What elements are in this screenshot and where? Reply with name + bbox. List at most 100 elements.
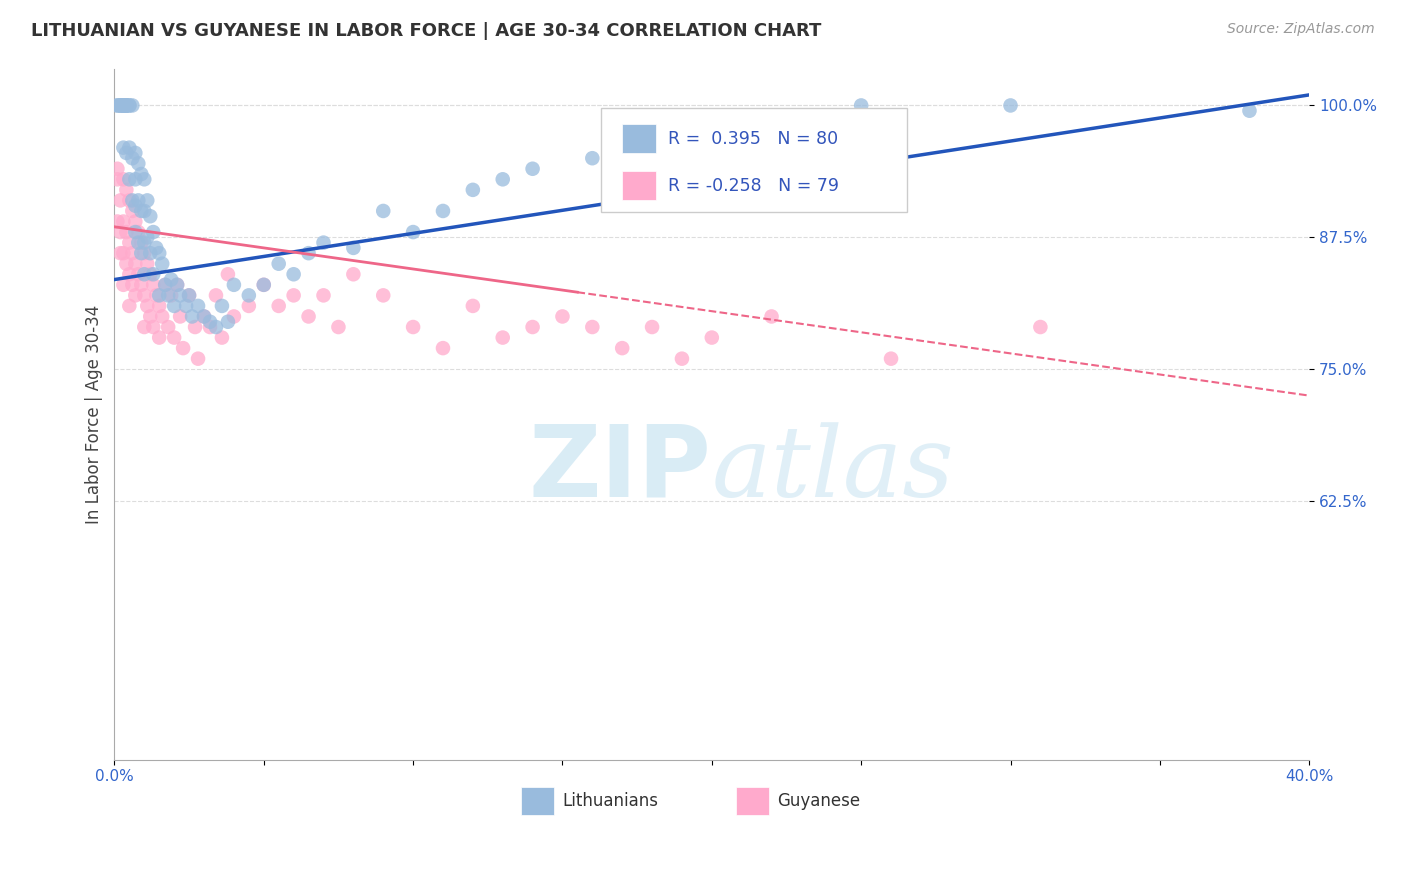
Point — [342, 267, 364, 281]
Text: ZIP: ZIP — [529, 421, 711, 518]
Point — [148, 330, 170, 344]
Point — [700, 330, 723, 344]
Point — [105, 172, 128, 186]
Point — [129, 246, 152, 260]
Point — [127, 225, 149, 239]
Point — [166, 277, 188, 292]
Point — [115, 225, 138, 239]
Point — [163, 299, 186, 313]
Point — [134, 204, 156, 219]
Point — [105, 98, 128, 112]
Point — [129, 167, 152, 181]
Point — [153, 277, 176, 292]
Point — [238, 299, 260, 313]
Point — [148, 246, 170, 260]
Point — [205, 288, 228, 302]
Point — [118, 98, 141, 112]
Point — [849, 98, 872, 112]
Point — [1029, 320, 1052, 334]
Point — [581, 320, 603, 334]
Point — [253, 277, 276, 292]
Point — [328, 320, 350, 334]
Point — [110, 194, 132, 208]
Point — [641, 320, 664, 334]
Point — [129, 235, 152, 250]
Point — [671, 351, 693, 366]
Point — [253, 277, 276, 292]
Point — [121, 194, 143, 208]
Point — [205, 320, 228, 334]
Point — [312, 235, 335, 250]
Point — [129, 204, 152, 219]
Point — [193, 310, 215, 324]
Point — [115, 257, 138, 271]
Point — [121, 151, 143, 165]
Point — [700, 130, 723, 145]
Point — [142, 320, 165, 334]
Point — [139, 246, 162, 260]
Point — [297, 246, 319, 260]
Point — [112, 98, 135, 112]
Point — [112, 98, 135, 112]
Point — [118, 299, 141, 313]
Point — [145, 288, 167, 302]
Point — [612, 341, 634, 355]
Bar — [623, 170, 655, 200]
Point — [124, 172, 146, 186]
Point — [121, 98, 143, 112]
Point — [134, 267, 156, 281]
Point — [115, 98, 138, 112]
Point — [112, 172, 135, 186]
Point — [177, 288, 200, 302]
Point — [187, 351, 209, 366]
Point — [157, 320, 180, 334]
Point — [127, 156, 149, 170]
Point — [115, 145, 138, 160]
Point — [136, 194, 159, 208]
Point — [145, 241, 167, 255]
Point — [105, 161, 128, 176]
Point — [217, 315, 239, 329]
Point — [312, 288, 335, 302]
Point — [139, 310, 162, 324]
Point — [118, 98, 141, 112]
Point — [1239, 103, 1261, 118]
Point — [217, 267, 239, 281]
Point — [157, 288, 180, 302]
Point — [121, 246, 143, 260]
Point — [160, 288, 183, 302]
Point — [139, 267, 162, 281]
Point — [432, 204, 454, 219]
Point — [127, 267, 149, 281]
Point — [118, 235, 141, 250]
Point — [112, 98, 135, 112]
Text: atlas: atlas — [711, 422, 955, 517]
Point — [222, 277, 245, 292]
Point — [198, 320, 221, 334]
Point — [150, 257, 173, 271]
Bar — [520, 788, 554, 815]
Point — [105, 214, 128, 228]
Point — [169, 288, 191, 302]
Point — [522, 161, 544, 176]
Point — [115, 98, 138, 112]
Point — [134, 172, 156, 186]
Point — [492, 330, 515, 344]
Point — [124, 199, 146, 213]
Point — [551, 310, 574, 324]
Point — [110, 225, 132, 239]
Point — [134, 246, 156, 260]
Point — [121, 277, 143, 292]
Point — [142, 267, 165, 281]
Point — [267, 299, 290, 313]
Text: LITHUANIAN VS GUYANESE IN LABOR FORCE | AGE 30-34 CORRELATION CHART: LITHUANIAN VS GUYANESE IN LABOR FORCE | … — [31, 22, 821, 40]
Point — [136, 257, 159, 271]
Text: Source: ZipAtlas.com: Source: ZipAtlas.com — [1227, 22, 1375, 37]
Point — [105, 98, 128, 112]
Text: R =  0.395   N = 80: R = 0.395 N = 80 — [668, 130, 838, 148]
Point — [283, 267, 305, 281]
Point — [373, 204, 395, 219]
Point — [118, 194, 141, 208]
Point — [153, 277, 176, 292]
Point — [112, 214, 135, 228]
